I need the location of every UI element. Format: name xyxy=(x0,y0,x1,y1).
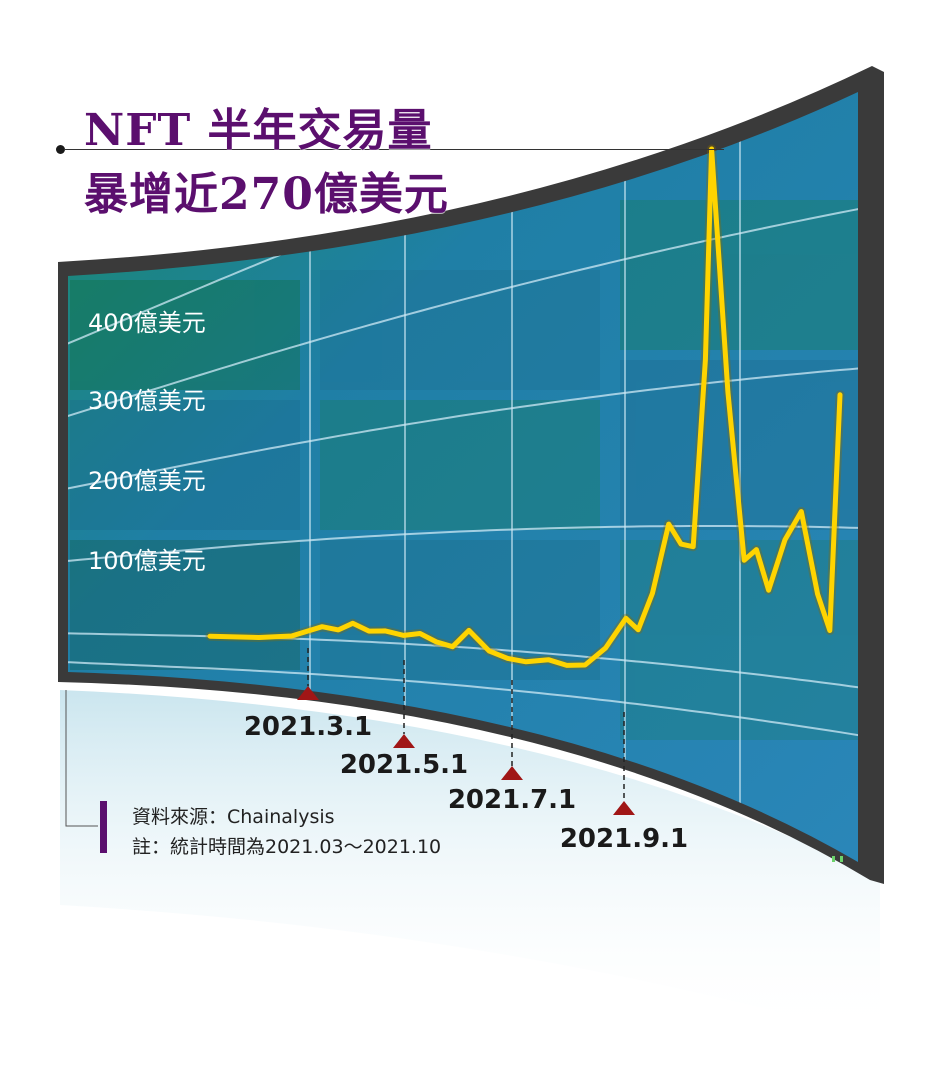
background-art xyxy=(70,200,858,740)
x-tick-marker xyxy=(501,766,523,780)
data-point xyxy=(257,636,261,639)
data-point xyxy=(691,545,695,549)
data-point xyxy=(290,634,294,638)
chart-title-line-2: 暴增近270億美元 xyxy=(84,169,449,220)
data-point xyxy=(524,660,528,664)
y-tick-label: 100億美元 xyxy=(88,547,206,575)
data-point xyxy=(434,640,438,644)
data-point xyxy=(816,592,820,596)
chart-title-line-1: NFT 半年交易量 xyxy=(84,105,433,156)
y-tick-label: 400億美元 xyxy=(88,309,206,337)
data-point xyxy=(467,628,471,632)
data-point xyxy=(383,629,387,633)
data-point xyxy=(838,393,842,397)
data-point xyxy=(650,591,654,595)
x-tick-label: 2021.3.1 xyxy=(244,712,372,742)
x-tick-label: 2021.5.1 xyxy=(340,750,468,780)
power-light xyxy=(840,856,843,862)
grid-line-h xyxy=(68,366,858,491)
data-point xyxy=(767,588,771,592)
data-point xyxy=(679,542,683,546)
data-point xyxy=(402,633,406,637)
monitor-screen xyxy=(68,92,858,862)
source-text: 資料來源：Chainalysis xyxy=(132,806,335,828)
source-connector xyxy=(65,690,98,827)
y-axis: 100億美元 200億美元 300億美元 400億美元 xyxy=(88,309,206,575)
data-point xyxy=(828,629,832,632)
data-point xyxy=(487,649,491,653)
data-point xyxy=(742,558,746,562)
x-tick-marker xyxy=(613,801,635,815)
data-point xyxy=(726,390,730,394)
data-point xyxy=(418,632,422,635)
x-tick-label: 2021.9.1 xyxy=(560,824,688,854)
data-point xyxy=(451,645,455,649)
data-point xyxy=(703,358,707,362)
data-point xyxy=(336,628,340,632)
title-dot xyxy=(56,145,65,154)
data-point xyxy=(506,656,510,660)
data-point xyxy=(565,663,569,667)
y-tick-label: 300億美元 xyxy=(88,387,206,415)
x-tick-marker xyxy=(393,734,415,748)
x-tick-label: 2021.7.1 xyxy=(448,785,576,815)
power-light xyxy=(832,856,835,862)
data-point xyxy=(583,663,587,667)
source-bar xyxy=(100,801,107,853)
data-point xyxy=(208,634,212,638)
data-point xyxy=(546,658,550,662)
x-axis: 2021.3.1 2021.5.1 2021.7.1 2021.9.1 xyxy=(244,648,688,854)
x-tick-marker xyxy=(297,686,319,700)
grid-line-h xyxy=(68,205,858,420)
title-rule xyxy=(64,149,724,150)
data-point xyxy=(604,646,607,650)
screen-reflection xyxy=(60,690,880,1040)
grid-line-h xyxy=(68,525,858,563)
data-point xyxy=(799,510,803,513)
grid-line-h xyxy=(68,632,858,690)
grid-line-h xyxy=(68,660,858,738)
data-point xyxy=(624,616,628,620)
data-point xyxy=(320,625,324,629)
y-tick-label: 200億美元 xyxy=(88,467,206,495)
data-point xyxy=(754,548,758,552)
data-point xyxy=(783,538,787,542)
data-point xyxy=(636,628,640,632)
note-text: 註：統計時間為2021.03～2021.10 xyxy=(132,836,442,858)
data-point xyxy=(367,629,371,633)
data-point xyxy=(667,522,671,526)
data-point xyxy=(351,621,355,625)
